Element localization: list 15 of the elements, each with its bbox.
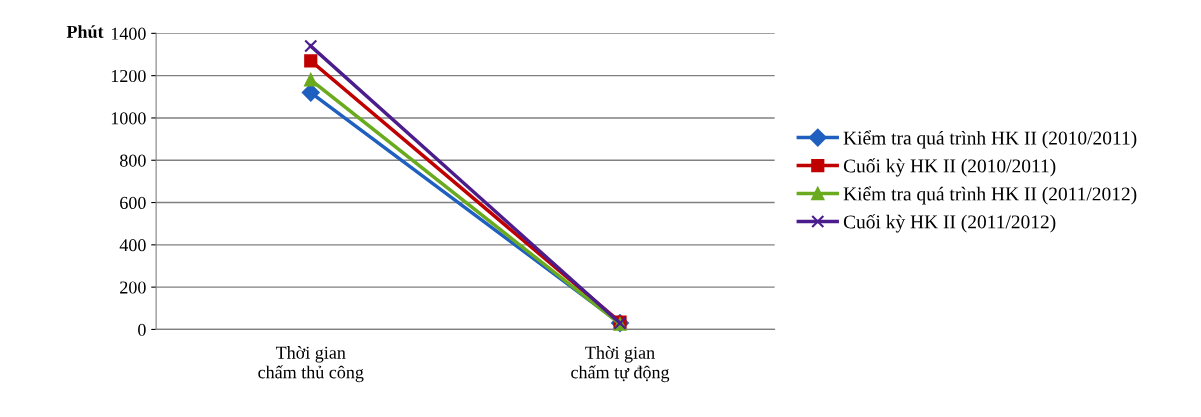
y-tick-label: 0 bbox=[138, 323, 146, 336]
y-tick-label: 1000 bbox=[111, 112, 146, 125]
y-tick-label: 400 bbox=[119, 239, 146, 252]
x-tick-label: Thời gian chấm tự động bbox=[571, 346, 670, 383]
y-tick-label: 600 bbox=[120, 196, 146, 209]
y-tick-label: 1200 bbox=[111, 69, 146, 83]
legend-label: Cuối kỳ HK II (2011/2012) bbox=[843, 214, 1056, 233]
legend-label: Cuối kỳ HK II (2010/2011) bbox=[843, 158, 1056, 177]
x-tick-label: Thời gian chấm thủ công bbox=[258, 346, 364, 383]
y-tick-label: 200 bbox=[120, 281, 146, 294]
y-tick-label: 800 bbox=[120, 154, 146, 167]
legend-label: Kiểm tra quá trình HK II (2011/2012) bbox=[843, 186, 1137, 205]
legend-label: Kiểm tra quá trình HK II (2010/2011) bbox=[843, 130, 1137, 149]
y-tick-label: 1400 bbox=[111, 27, 146, 40]
y-axis-title: Phút bbox=[66, 25, 104, 38]
